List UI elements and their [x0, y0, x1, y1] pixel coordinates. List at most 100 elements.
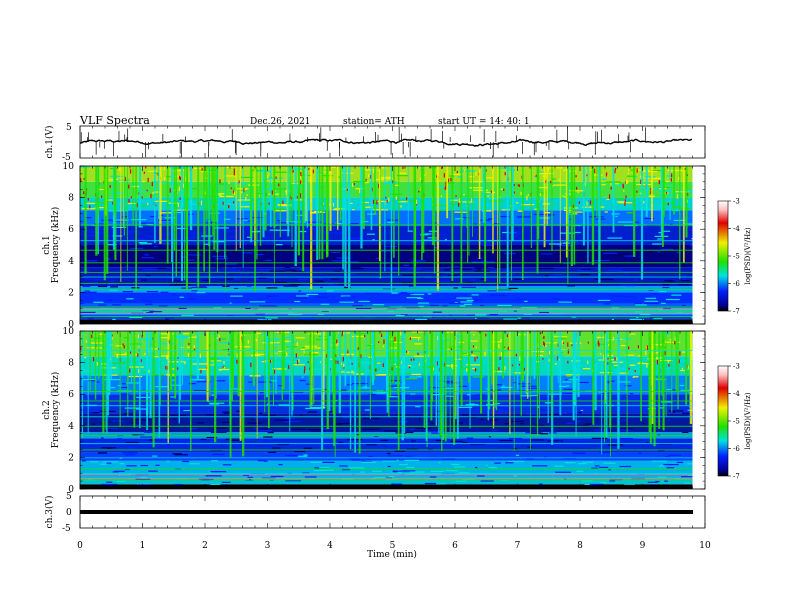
spectrogram-speckle: [446, 382, 460, 384]
spectrogram-speckle: [436, 483, 446, 485]
spectrogram-speckle: [334, 208, 345, 210]
spectrogram-speckle: [537, 345, 548, 348]
spectrogram-speckle: [124, 454, 136, 456]
spectrogram-sferic: [522, 166, 524, 281]
spectrogram-hotspot: [624, 202, 626, 206]
spectrogram-speckle: [618, 372, 629, 374]
spectrogram-hotspot: [112, 201, 114, 205]
spectrogram-sferic: [436, 166, 440, 291]
spectrogram-speckle: [155, 464, 160, 466]
spectrogram-speckle: [111, 192, 125, 194]
spectrogram-speckle: [291, 364, 305, 366]
spectrogram-hotspot: [626, 179, 629, 184]
x-tick-label: 10: [699, 541, 711, 551]
spectrogram-speckle: [216, 338, 226, 340]
spectrogram-speckle: [171, 169, 186, 172]
spectrogram-speckle: [468, 176, 474, 178]
spectrogram-sferic: [206, 331, 209, 402]
spectrogram-hotspot: [562, 195, 564, 197]
spectrogram-sferic: [651, 331, 654, 425]
spectrogram-speckle: [492, 260, 500, 262]
spectrogram-speckle: [100, 437, 104, 439]
spectrogram-speckle: [364, 182, 369, 184]
spectrogram-speckle: [158, 219, 171, 222]
spectrogram-speckle: [438, 209, 450, 211]
spectrogram-sferic: [302, 166, 305, 272]
spectrogram-hotspot: [614, 357, 616, 361]
spectrogram-hotspot: [545, 180, 547, 184]
spectrogram-sferic: [287, 166, 290, 237]
spectrogram-speckle: [394, 450, 406, 452]
spectrogram-speckle: [146, 431, 151, 434]
spectrogram-speckle: [326, 172, 333, 174]
spectrogram-hotspot: [271, 190, 273, 195]
spectrogram-speckle: [487, 218, 494, 220]
spectrogram-speckle: [206, 436, 218, 439]
spectrogram-speckle: [303, 447, 313, 449]
spectrogram-speckle: [210, 471, 227, 473]
spectrogram-hotspot: [506, 334, 509, 338]
spectrogram-hotspot: [664, 351, 666, 355]
spectrogram-line: [80, 276, 693, 278]
spectrogram-speckle: [122, 356, 131, 359]
spectrogram-speckle: [145, 303, 153, 305]
spectrogram-sferic: [599, 166, 601, 275]
spectrogram-speckle: [664, 202, 674, 204]
spectrogram-speckle: [372, 304, 385, 306]
spectrogram-speckle: [600, 481, 608, 484]
spectrogram-speckle: [570, 370, 575, 372]
x-tick-label: 0: [77, 541, 83, 551]
spectrogram-hotspot: [246, 194, 248, 197]
spectrogram-sferic: [591, 166, 595, 265]
spectrogram-speckle: [116, 480, 126, 483]
spectrogram-speckle: [472, 355, 476, 357]
spectrogram-hotspot: [535, 174, 537, 177]
spectrogram-speckle: [668, 280, 676, 282]
spectrogram-speckle: [533, 198, 550, 200]
spectrogram-speckle: [550, 355, 565, 357]
spectrogram-speckle: [355, 188, 365, 190]
spectrogram-hotspot: [296, 196, 298, 199]
spectrogram-hotspot: [307, 361, 309, 364]
spectrogram-speckle: [247, 220, 253, 222]
spectrogram-speckle: [255, 253, 264, 256]
spectrogram-speckle: [237, 199, 251, 201]
spectrogram-speckle: [433, 205, 448, 207]
spectrogram-sferic: [262, 166, 265, 238]
spectrogram-hotspot: [406, 197, 408, 200]
spectrogram-hotspot: [572, 204, 574, 208]
colorbar-tick-label: -7: [733, 308, 740, 316]
spectrogram-sferic: [213, 166, 216, 250]
spectrogram-sferic: [378, 166, 381, 261]
spectrogram-speckle: [247, 422, 263, 424]
spectrogram-hotspot: [122, 343, 124, 346]
spectrogram-hotspot: [285, 190, 287, 195]
spectrogram-speckle: [285, 269, 296, 271]
spectrogram-speckle: [450, 440, 463, 443]
spectrogram-speckle: [99, 463, 108, 465]
spectrogram-hotspot: [539, 193, 541, 197]
spectrogram-speckle: [417, 302, 430, 304]
spectrogram-sferic: [289, 166, 291, 223]
spectrogram-sferic: [484, 166, 487, 282]
spectrogram-speckle: [182, 460, 190, 463]
spectrogram-sferic: [208, 331, 210, 383]
spectrogram-hotspot: [578, 201, 580, 204]
spectrogram-sferic: [229, 331, 232, 458]
spectrogram-speckle: [291, 270, 303, 273]
spectrogram-sferic: [175, 166, 178, 277]
spectrogram-speckle: [539, 192, 548, 194]
spectrogram-speckle: [81, 260, 98, 262]
spectrogram-sferic: [179, 331, 181, 400]
spectrogram-speckle: [449, 302, 461, 304]
spectrogram-speckle: [662, 230, 671, 232]
spectrogram-speckle: [278, 404, 290, 406]
spectrogram-speckle: [415, 352, 426, 354]
spectrogram-speckle: [352, 209, 355, 211]
spectrogram-speckle: [631, 331, 635, 333]
spectrogram-speckle: [530, 432, 543, 434]
spectrogram-sferic: [455, 331, 457, 419]
spectrogram-speckle: [140, 476, 147, 479]
spectrogram-hotspot: [564, 196, 566, 199]
spectrogram-sferic: [529, 331, 531, 450]
